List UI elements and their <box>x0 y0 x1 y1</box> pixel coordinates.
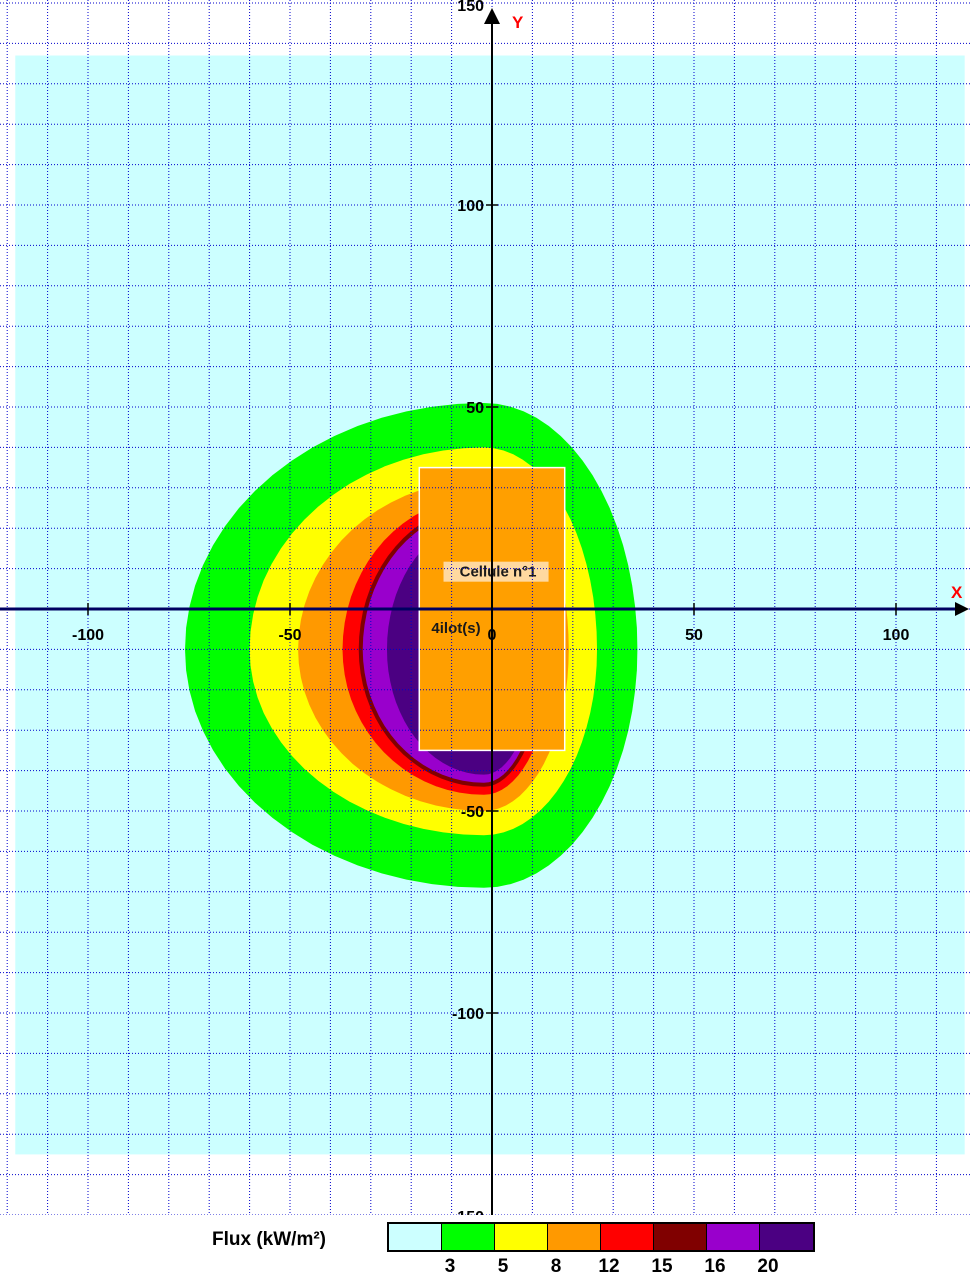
legend-color-bar <box>387 1222 815 1252</box>
legend-threshold-label: 20 <box>757 1256 779 1277</box>
legend-swatch <box>601 1224 654 1250</box>
y-tick-label: 100 <box>457 198 484 215</box>
y-tick-label: 50 <box>466 400 484 417</box>
legend-swatch <box>548 1224 601 1250</box>
legend-swatch <box>654 1224 707 1250</box>
x-axis-arrow <box>955 602 969 616</box>
y-tick-label-top: 150 <box>457 0 484 15</box>
cell-label-bg <box>443 561 549 582</box>
legend-threshold-label: 5 <box>497 1256 509 1277</box>
x-axis-label: X <box>951 583 963 602</box>
legend-swatch <box>760 1224 813 1250</box>
legend-threshold-label: 8 <box>550 1256 562 1277</box>
legend-swatch <box>495 1224 548 1250</box>
y-tick-label-bottom: -150 <box>452 1209 484 1215</box>
legend-swatch <box>707 1224 760 1250</box>
x-tick-label: 50 <box>685 627 703 644</box>
flux-legend: Flux (kW/m²) 3 5 8 12 15 16 20 <box>212 1222 832 1280</box>
cell-label: Cellule n°1 <box>460 564 537 581</box>
legend-swatch <box>442 1224 495 1250</box>
flux-map-chart: Cellule n°1 4ilot(s) X Y -100 -50 0 50 100 100 5… <box>0 0 970 1215</box>
legend-threshold-label: 3 <box>444 1256 456 1277</box>
legend-title: Flux (kW/m²) <box>212 1229 326 1250</box>
legend-threshold-label: 15 <box>651 1256 673 1277</box>
x-tick-label: 100 <box>883 627 910 644</box>
x-tick-label: 0 <box>488 627 497 644</box>
y-tick-label: -50 <box>461 804 484 821</box>
legend-swatch <box>389 1224 442 1250</box>
ilot-label: 4ilot(s) <box>431 620 480 637</box>
x-tick-label: -100 <box>72 627 104 644</box>
axis-tick-labels: -100 -50 0 50 100 100 50 -50 -100 150 -150 <box>72 0 909 1215</box>
y-axis-arrow <box>484 8 500 24</box>
x-tick-label: -50 <box>278 627 301 644</box>
legend-threshold-label: 16 <box>704 1256 726 1277</box>
y-axis-label: Y <box>512 13 524 32</box>
legend-threshold-label: 12 <box>598 1256 620 1277</box>
y-tick-label: -100 <box>452 1006 484 1023</box>
